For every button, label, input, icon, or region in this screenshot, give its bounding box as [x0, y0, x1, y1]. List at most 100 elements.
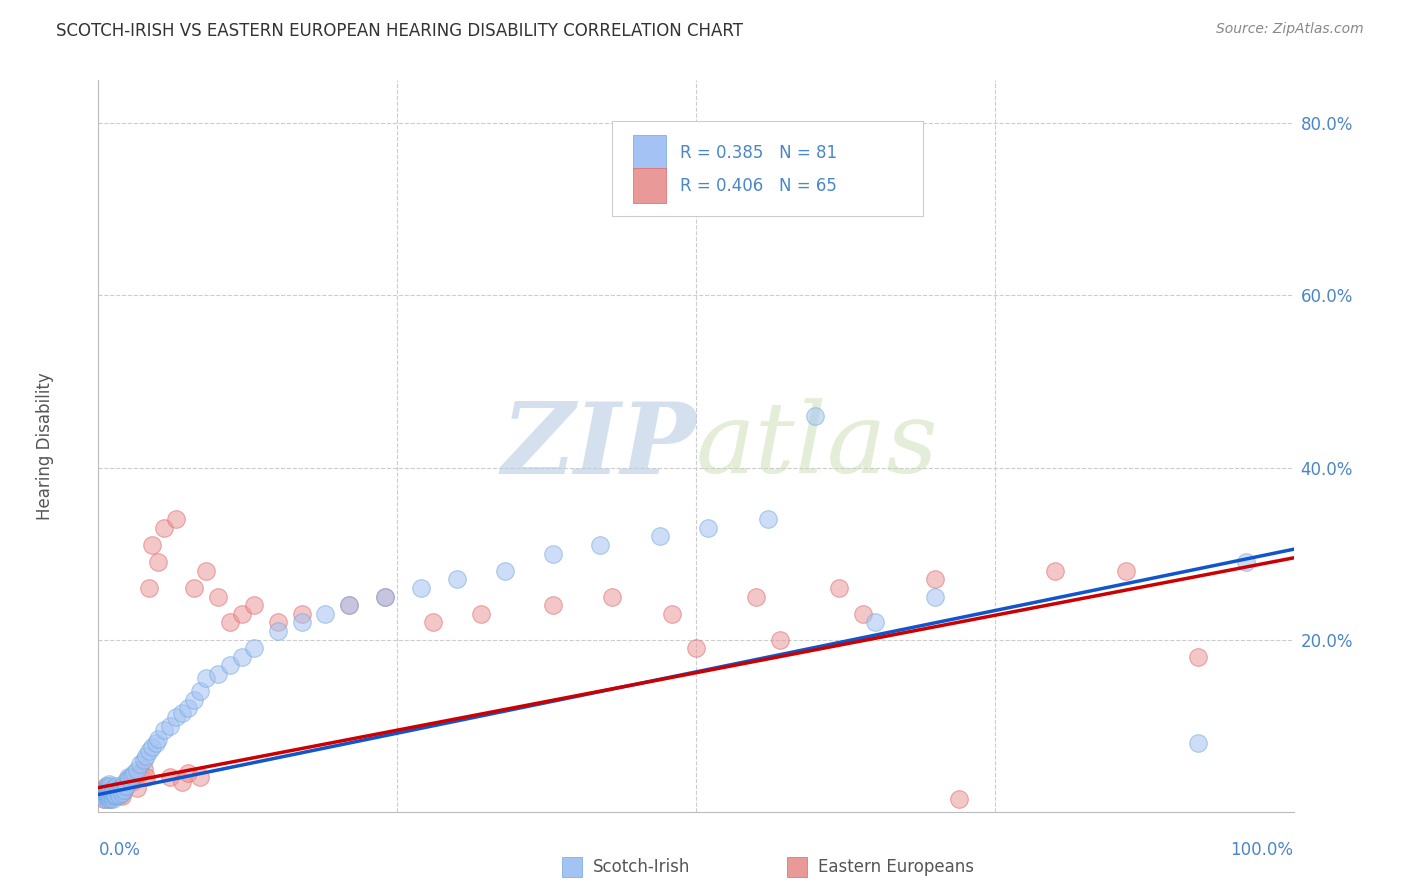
Point: [111, 779, 134, 793]
Point: [97, 792, 120, 806]
Point: [91, 786, 114, 800]
Point: [125, 764, 148, 778]
Point: [129, 766, 152, 780]
Point: [115, 779, 138, 793]
Point: [165, 710, 187, 724]
Point: [129, 757, 152, 772]
Point: [141, 538, 163, 552]
Point: [94, 789, 117, 804]
Point: [98, 789, 121, 804]
Point: [183, 581, 205, 595]
Point: [494, 564, 516, 578]
Point: [124, 770, 146, 784]
Point: [135, 770, 157, 784]
Point: [93, 783, 115, 797]
Point: [374, 590, 396, 604]
Point: [177, 766, 200, 780]
Text: R = 0.406   N = 65: R = 0.406 N = 65: [681, 177, 838, 194]
Point: [159, 770, 181, 784]
Point: [219, 615, 242, 630]
Point: [91, 788, 114, 802]
Point: [97, 783, 120, 797]
Point: [948, 792, 970, 806]
Point: [91, 786, 114, 800]
Point: [697, 521, 720, 535]
Point: [105, 788, 128, 802]
Point: [135, 748, 157, 763]
Point: [100, 788, 122, 802]
Point: [124, 766, 146, 780]
Point: [315, 607, 337, 621]
Text: Scotch-Irish: Scotch-Irish: [593, 858, 690, 876]
Point: [188, 684, 211, 698]
Point: [98, 789, 121, 804]
Point: [745, 590, 768, 604]
FancyBboxPatch shape: [613, 120, 922, 216]
Text: SCOTCH-IRISH VS EASTERN EUROPEAN HEARING DISABILITY CORRELATION CHART: SCOTCH-IRISH VS EASTERN EUROPEAN HEARING…: [56, 22, 744, 40]
Point: [101, 783, 124, 797]
Point: [125, 780, 148, 795]
Point: [1115, 564, 1137, 578]
Text: 0.0%: 0.0%: [98, 841, 141, 859]
Point: [121, 774, 143, 789]
Point: [1234, 555, 1257, 569]
Point: [1187, 649, 1209, 664]
Point: [103, 780, 125, 795]
Point: [138, 581, 160, 595]
Point: [291, 607, 314, 621]
Point: [243, 641, 266, 656]
Point: [101, 792, 124, 806]
Point: [117, 772, 139, 786]
Point: [103, 789, 125, 804]
Point: [267, 615, 290, 630]
Point: [91, 789, 114, 804]
Point: [110, 783, 132, 797]
Point: [100, 789, 122, 804]
Text: 100.0%: 100.0%: [1230, 841, 1294, 859]
Point: [107, 786, 129, 800]
Point: [98, 783, 122, 797]
Point: [138, 744, 160, 758]
Point: [97, 788, 120, 802]
Point: [94, 780, 117, 795]
Text: Source: ZipAtlas.com: Source: ZipAtlas.com: [1216, 22, 1364, 37]
Point: [97, 780, 120, 795]
Point: [98, 779, 122, 793]
Point: [165, 512, 187, 526]
Point: [188, 770, 211, 784]
Point: [177, 701, 200, 715]
Point: [1187, 736, 1209, 750]
Point: [194, 671, 218, 685]
FancyBboxPatch shape: [633, 168, 666, 203]
Point: [148, 555, 170, 569]
Text: Eastern Europeans: Eastern Europeans: [818, 858, 974, 876]
Point: [98, 788, 122, 802]
Point: [768, 632, 790, 647]
Point: [114, 779, 136, 793]
FancyBboxPatch shape: [633, 136, 666, 170]
Point: [756, 512, 779, 526]
Point: [828, 581, 851, 595]
Point: [107, 783, 129, 797]
Point: [108, 780, 131, 795]
Point: [661, 607, 683, 621]
Point: [108, 788, 131, 802]
Point: [96, 788, 118, 802]
Point: [112, 783, 135, 797]
Point: [111, 786, 134, 800]
Point: [685, 641, 707, 656]
Point: [107, 786, 129, 800]
Point: [924, 573, 946, 587]
Point: [96, 789, 118, 804]
Point: [863, 615, 887, 630]
Point: [589, 538, 612, 552]
Point: [1043, 564, 1066, 578]
Point: [110, 780, 132, 795]
Point: [194, 564, 218, 578]
Point: [105, 779, 128, 793]
Point: [219, 658, 242, 673]
Point: [411, 581, 433, 595]
Point: [117, 770, 139, 784]
Point: [153, 723, 176, 737]
Point: [148, 731, 170, 746]
